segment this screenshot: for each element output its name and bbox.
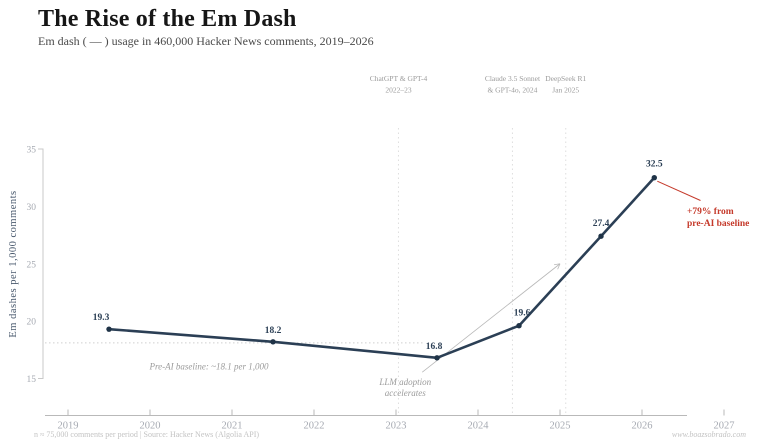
llm-annotation: LLM adoption bbox=[378, 377, 431, 387]
event-label: 2022–23 bbox=[385, 86, 412, 95]
x-tick-label: 2020 bbox=[140, 421, 161, 432]
delta-annotation: pre-AI baseline bbox=[687, 219, 749, 229]
event-label: Claude 3.5 Sonnet bbox=[485, 74, 541, 83]
llm-arrowhead bbox=[554, 263, 561, 266]
x-tick-label: 2025 bbox=[550, 421, 571, 432]
llm-annotation: accelerates bbox=[385, 388, 426, 398]
data-point bbox=[651, 174, 657, 181]
data-point bbox=[106, 326, 112, 332]
x-tick-label: 2024 bbox=[468, 421, 490, 432]
x-tick-label: 2027 bbox=[714, 421, 735, 432]
data-point bbox=[598, 233, 604, 239]
chart-subtitle: Em dash ( — ) usage in 460,000 Hacker Ne… bbox=[38, 34, 374, 48]
x-tick-label: 2026 bbox=[632, 421, 653, 432]
x-tick-label: 2022 bbox=[304, 421, 325, 432]
x-tick-label: 2019 bbox=[58, 421, 79, 432]
data-point-label: 19.3 bbox=[93, 313, 110, 323]
event-label: Jan 2025 bbox=[552, 86, 579, 95]
data-point bbox=[270, 339, 276, 345]
y-tick-label: 20 bbox=[27, 318, 37, 328]
trend-line bbox=[107, 176, 656, 360]
baseline-label: Pre-AI baseline: ~18.1 per 1,000 bbox=[148, 362, 269, 372]
data-point-label: 27.4 bbox=[593, 219, 610, 229]
x-tick-label: 2023 bbox=[386, 421, 407, 432]
chart-title: The Rise of the Em Dash bbox=[38, 6, 297, 32]
event-label: & GPT-4o, 2024 bbox=[487, 86, 537, 95]
y-tick-label: 30 bbox=[27, 203, 37, 213]
y-tick-label: 15 bbox=[27, 375, 37, 385]
data-point bbox=[434, 355, 440, 361]
data-point bbox=[516, 323, 522, 329]
event-label: ChatGPT & GPT-4 bbox=[370, 74, 428, 83]
footer-source-note: n ≈ 75,000 comments per period | Source:… bbox=[34, 430, 260, 439]
llm-arrowhead bbox=[557, 263, 561, 270]
y-tick-label: 35 bbox=[27, 146, 37, 156]
y-axis-title: Em dashes per 1,000 comments bbox=[8, 190, 19, 337]
delta-annotation: +79% from bbox=[687, 207, 734, 217]
delta-line bbox=[657, 180, 701, 201]
data-point-label: 18.2 bbox=[265, 326, 282, 336]
y-tick-label: 25 bbox=[27, 260, 37, 270]
event-label: DeepSeek R1 bbox=[545, 74, 586, 83]
data-point-label: 32.5 bbox=[646, 160, 663, 170]
data-point-label: 16.8 bbox=[426, 342, 443, 352]
y-axis bbox=[38, 148, 44, 379]
x-tick-label: 2021 bbox=[222, 421, 243, 432]
footer-site-credit: www.boazsobrado.com bbox=[671, 430, 746, 439]
data-point-label: 19.6 bbox=[514, 309, 531, 319]
